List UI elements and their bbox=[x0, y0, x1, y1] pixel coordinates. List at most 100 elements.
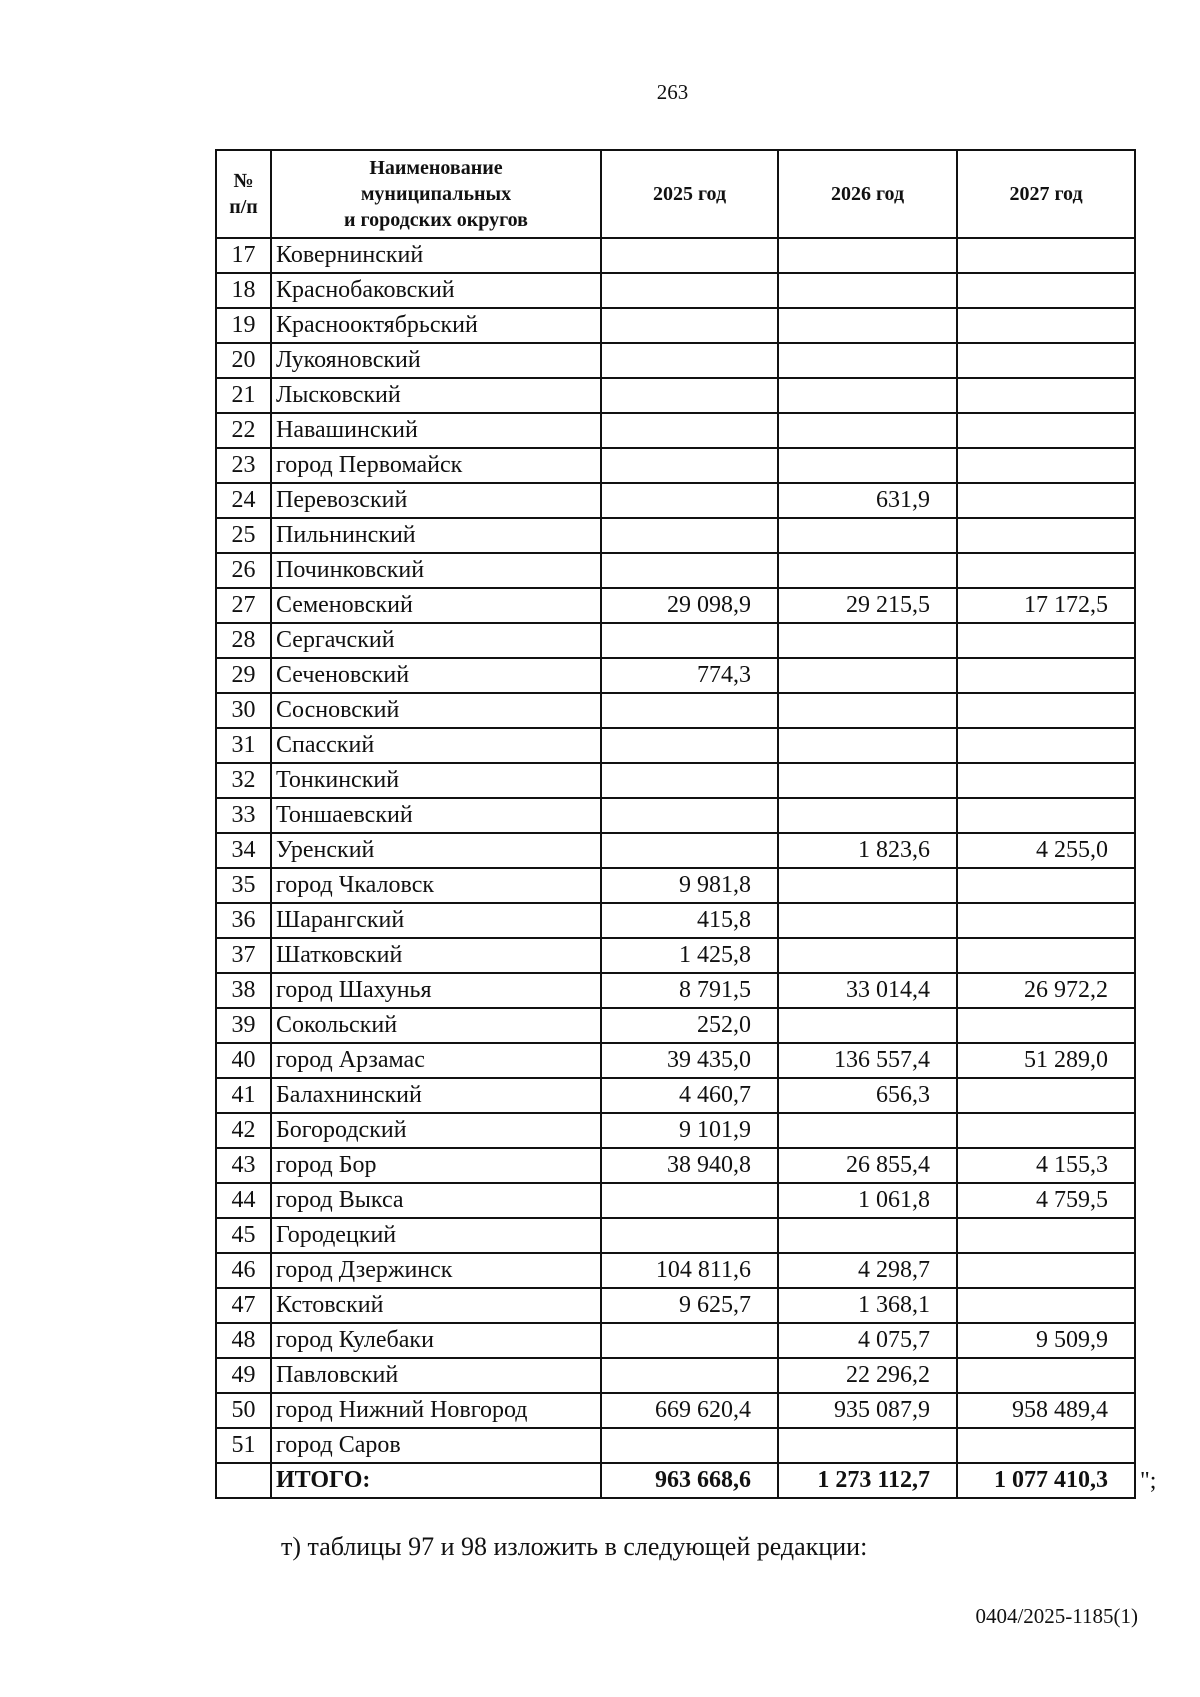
total-2027: 1 077 410,3 bbox=[956, 1462, 1136, 1499]
value-2025 bbox=[600, 1427, 779, 1464]
row-number: 36 bbox=[215, 902, 272, 939]
row-number: 45 bbox=[215, 1217, 272, 1254]
value-2025: 252,0 bbox=[600, 1007, 779, 1044]
table-row: 41 Балахнинский 4 460,7 656,3 bbox=[215, 1077, 1136, 1114]
value-2027: 51 289,0 bbox=[956, 1042, 1136, 1079]
table-row: 20 Лукояновский bbox=[215, 342, 1136, 379]
value-2026 bbox=[777, 902, 958, 939]
table-row: 35 город Чкаловск 9 981,8 bbox=[215, 867, 1136, 904]
value-2026: 4 298,7 bbox=[777, 1252, 958, 1289]
table-row: 40 город Арзамас 39 435,0 136 557,4 51 289,0 bbox=[215, 1042, 1136, 1079]
row-number: 28 bbox=[215, 622, 272, 659]
value-2026 bbox=[777, 272, 958, 309]
table-row: 49 Павловский 22 296,2 bbox=[215, 1357, 1136, 1394]
value-2025 bbox=[600, 832, 779, 869]
value-2025 bbox=[600, 272, 779, 309]
value-2027 bbox=[956, 1112, 1136, 1149]
row-number: 25 bbox=[215, 517, 272, 554]
district-name: город Кулебаки bbox=[270, 1322, 602, 1359]
row-number: 37 bbox=[215, 937, 272, 974]
district-name: Краснобаковский bbox=[270, 272, 602, 309]
district-name: Тонкинский bbox=[270, 762, 602, 799]
value-2025 bbox=[600, 622, 779, 659]
table-row: 39 Сокольский 252,0 bbox=[215, 1007, 1136, 1044]
total-2025: 963 668,6 bbox=[600, 1462, 779, 1499]
value-2025 bbox=[600, 762, 779, 799]
value-2027 bbox=[956, 622, 1136, 659]
value-2025 bbox=[600, 517, 779, 554]
value-2026: 656,3 bbox=[777, 1077, 958, 1114]
value-2025 bbox=[600, 552, 779, 589]
value-2025 bbox=[600, 797, 779, 834]
row-number: 47 bbox=[215, 1287, 272, 1324]
header-name-line: Наименование bbox=[369, 157, 503, 179]
value-2025: 104 811,6 bbox=[600, 1252, 779, 1289]
value-2027 bbox=[956, 272, 1136, 309]
total-2026: 1 273 112,7 bbox=[777, 1462, 958, 1499]
value-2026: 22 296,2 bbox=[777, 1357, 958, 1394]
value-2026: 1 061,8 bbox=[777, 1182, 958, 1219]
district-name: Тоншаевский bbox=[270, 797, 602, 834]
value-2025: 4 460,7 bbox=[600, 1077, 779, 1114]
district-name: город Первомайск bbox=[270, 447, 602, 484]
header-2026: 2026 год bbox=[777, 149, 958, 239]
table-row: 38 город Шахунья 8 791,5 33 014,4 26 972,2 bbox=[215, 972, 1136, 1009]
value-2025: 774,3 bbox=[600, 657, 779, 694]
table-row: 24 Перевозский 631,9 bbox=[215, 482, 1136, 519]
district-name: Сеченовский bbox=[270, 657, 602, 694]
district-name: Лукояновский bbox=[270, 342, 602, 379]
row-number: 43 bbox=[215, 1147, 272, 1184]
value-2027: 26 972,2 bbox=[956, 972, 1136, 1009]
value-2027 bbox=[956, 727, 1136, 764]
district-name: город Шахунья bbox=[270, 972, 602, 1009]
header-2027: 2027 год bbox=[956, 149, 1136, 239]
value-2027 bbox=[956, 342, 1136, 379]
table-row: 17 Ковернинский bbox=[215, 237, 1136, 274]
row-number: 33 bbox=[215, 797, 272, 834]
table-row: 22 Навашинский bbox=[215, 412, 1136, 449]
value-2025: 29 098,9 bbox=[600, 587, 779, 624]
header-name-line: и городских округов bbox=[344, 209, 528, 231]
value-2025 bbox=[600, 237, 779, 274]
value-2027 bbox=[956, 1217, 1136, 1254]
district-name: город Нижний Новгород bbox=[270, 1392, 602, 1429]
row-number: 27 bbox=[215, 587, 272, 624]
value-2026 bbox=[777, 937, 958, 974]
header-2025: 2025 год bbox=[600, 149, 779, 239]
value-2027 bbox=[956, 307, 1136, 344]
value-2027 bbox=[956, 692, 1136, 729]
district-name: Балахнинский bbox=[270, 1077, 602, 1114]
row-number: 34 bbox=[215, 832, 272, 869]
district-name: Перевозский bbox=[270, 482, 602, 519]
district-name: Лысковский bbox=[270, 377, 602, 414]
header-name: Наименование муниципальных и городских окр… bbox=[270, 149, 602, 239]
value-2027 bbox=[956, 1357, 1136, 1394]
value-2026 bbox=[777, 552, 958, 589]
row-number: 51 bbox=[215, 1427, 272, 1464]
value-2027 bbox=[956, 447, 1136, 484]
table-row: 34 Уренский 1 823,6 4 255,0 bbox=[215, 832, 1136, 869]
value-2025: 415,8 bbox=[600, 902, 779, 939]
row-number: 21 bbox=[215, 377, 272, 414]
value-2025 bbox=[600, 1357, 779, 1394]
district-name: Шатковский bbox=[270, 937, 602, 974]
row-number: 42 bbox=[215, 1112, 272, 1149]
value-2025: 669 620,4 bbox=[600, 1392, 779, 1429]
district-name: город Чкаловск bbox=[270, 867, 602, 904]
district-name: Починковский bbox=[270, 552, 602, 589]
district-name: город Выкса bbox=[270, 1182, 602, 1219]
instruction-paragraph: т) таблицы 97 и 98 изложить в следующей … bbox=[281, 1532, 868, 1561]
district-name: Краснооктябрьский bbox=[270, 307, 602, 344]
district-name: город Саров bbox=[270, 1427, 602, 1464]
row-number: 46 bbox=[215, 1252, 272, 1289]
row-number: 49 bbox=[215, 1357, 272, 1394]
value-2027 bbox=[956, 867, 1136, 904]
value-2026: 29 215,5 bbox=[777, 587, 958, 624]
district-name: Сокольский bbox=[270, 1007, 602, 1044]
value-2026 bbox=[777, 657, 958, 694]
row-number: 48 bbox=[215, 1322, 272, 1359]
value-2025: 9 981,8 bbox=[600, 867, 779, 904]
value-2026: 1 823,6 bbox=[777, 832, 958, 869]
value-2025 bbox=[600, 482, 779, 519]
table-row: 25 Пильнинский bbox=[215, 517, 1136, 554]
